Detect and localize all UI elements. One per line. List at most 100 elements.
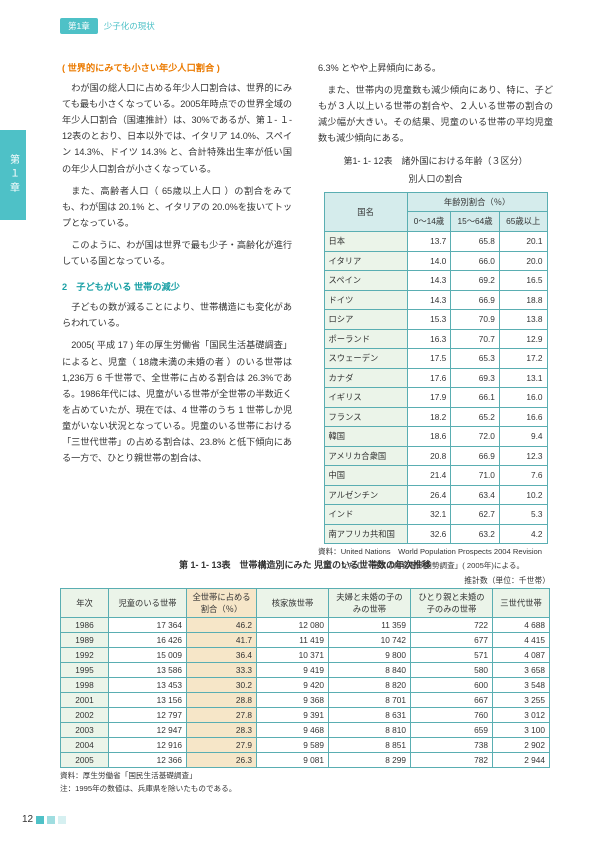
t1-cell: 63.4 <box>451 485 500 505</box>
table-1: 国名 年齢別割合（％） 0～14歳 15～64歳 65歳以上 日本13.765.… <box>324 192 548 544</box>
t2-cell: 12 366 <box>109 753 187 768</box>
t2-cell: 16 426 <box>109 633 187 648</box>
table-row: 200113 15628.89 3688 7016673 255 <box>61 693 550 708</box>
t2-year: 2005 <box>61 753 109 768</box>
t2-cell-pct: 27.9 <box>187 738 257 753</box>
t1-country: ロシア <box>324 310 407 330</box>
t1-cell: 65.2 <box>451 407 500 427</box>
t2-cell-pct: 46.2 <box>187 618 257 633</box>
table-row: 198617 36446.212 08011 3597224 688 <box>61 618 550 633</box>
table-row: 日本13.765.820.1 <box>324 232 547 252</box>
t1-cell: 13.8 <box>499 310 547 330</box>
t2-cell: 4 087 <box>493 648 550 663</box>
t2-cell-pct: 28.3 <box>187 723 257 738</box>
table-row: 200512 36626.39 0818 2997822 944 <box>61 753 550 768</box>
table-row: スペイン14.369.216.5 <box>324 271 547 291</box>
t1-country: スウェーデン <box>324 349 407 369</box>
deco-sq-3 <box>58 816 66 824</box>
t1-cell: 70.9 <box>451 310 500 330</box>
t2-cell: 2 944 <box>493 753 550 768</box>
t1-cell: 32.6 <box>407 524 451 544</box>
t1-country: ドイツ <box>324 290 407 310</box>
t1-country: スペイン <box>324 271 407 291</box>
t2-h6: ひとり親と未婚の子のみの世帯 <box>411 589 493 618</box>
t2-cell: 760 <box>411 708 493 723</box>
t2-year: 1986 <box>61 618 109 633</box>
t1-head-age: 年齢別割合（％） <box>407 192 547 212</box>
t2-cell: 722 <box>411 618 493 633</box>
table1-caption-1: 第1- 1- 12表 諸外国における年齢（３区分） <box>318 154 553 170</box>
table-row: カナダ17.669.313.1 <box>324 368 547 388</box>
t1-cell: 17.5 <box>407 349 451 369</box>
table-row: 199215 00936.410 3719 8005714 087 <box>61 648 550 663</box>
t2-cell: 2 902 <box>493 738 550 753</box>
table-row: 韓国18.672.09.4 <box>324 427 547 447</box>
t1-cell: 69.2 <box>451 271 500 291</box>
t1-cell: 12.3 <box>499 446 547 466</box>
t2-cell: 8 299 <box>329 753 411 768</box>
t1-cell: 18.8 <box>499 290 547 310</box>
t1-cell: 70.7 <box>451 329 500 349</box>
t2-cell: 10 742 <box>329 633 411 648</box>
t2-year: 1992 <box>61 648 109 663</box>
t1-cell: 65.8 <box>451 232 500 252</box>
t2-cell: 9 468 <box>257 723 329 738</box>
t2-cell: 9 368 <box>257 693 329 708</box>
t1-cell: 65.3 <box>451 349 500 369</box>
t2-cell: 17 364 <box>109 618 187 633</box>
t1-head-country: 国名 <box>324 192 407 231</box>
t2-cell: 8 810 <box>329 723 411 738</box>
t1-cell: 5.3 <box>499 505 547 525</box>
table-row: 199513 58633.39 4198 8405803 658 <box>61 663 550 678</box>
t1-country: インド <box>324 505 407 525</box>
t2-year: 2002 <box>61 708 109 723</box>
t1-country: 日本 <box>324 232 407 252</box>
t1-cell: 16.0 <box>499 388 547 408</box>
table-row: 中国21.471.07.6 <box>324 466 547 486</box>
t1-cell: 17.2 <box>499 349 547 369</box>
t2-cell-pct: 33.3 <box>187 663 257 678</box>
t2-cell: 8 840 <box>329 663 411 678</box>
t2-cell: 11 419 <box>257 633 329 648</box>
t2-h1: 年次 <box>61 589 109 618</box>
t1-cell: 18.2 <box>407 407 451 427</box>
t2-cell: 659 <box>411 723 493 738</box>
t2-h5: 夫婦と未婚の子のみの世帯 <box>329 589 411 618</box>
t1-cell: 16.5 <box>499 271 547 291</box>
t2-cell: 9 419 <box>257 663 329 678</box>
t2-cell: 12 080 <box>257 618 329 633</box>
t2-cell: 9 420 <box>257 678 329 693</box>
table-row: 198916 42641.711 41910 7426774 415 <box>61 633 550 648</box>
t2-cell: 13 586 <box>109 663 187 678</box>
t1-country: 韓国 <box>324 427 407 447</box>
t2-cell: 8 851 <box>329 738 411 753</box>
t2-cell: 11 359 <box>329 618 411 633</box>
table-row: 200212 79727.89 3918 6317603 012 <box>61 708 550 723</box>
page-number: 12 <box>22 814 66 825</box>
table-2: 年次 児童のいる世帯 全世帯に占める割合（％） 核家族世帯 夫婦と未婚の子のみの… <box>60 588 550 768</box>
t1-cell: 17.9 <box>407 388 451 408</box>
table-row: ポーランド16.370.712.9 <box>324 329 547 349</box>
t2-cell: 13 453 <box>109 678 187 693</box>
t1-cell: 15.3 <box>407 310 451 330</box>
t1-country: アルゼンチン <box>324 485 407 505</box>
para-l4: 子どもの数が減ることにより、世帯構造にも変化があらわれている。 <box>62 299 292 331</box>
t1-cell: 9.4 <box>499 427 547 447</box>
table-row: アルゼンチン26.463.410.2 <box>324 485 547 505</box>
t1-cell: 13.1 <box>499 368 547 388</box>
table-row: 200412 91627.99 5898 8517382 902 <box>61 738 550 753</box>
t1-cell: 14.0 <box>407 251 451 271</box>
table2-unit: 推計数（単位：千世帯） <box>60 575 550 586</box>
t2-year: 1995 <box>61 663 109 678</box>
table-row: フランス18.265.216.6 <box>324 407 547 427</box>
t2-cell: 9 800 <box>329 648 411 663</box>
t1-cell: 66.9 <box>451 446 500 466</box>
t1-country: 南アフリカ共和国 <box>324 524 407 544</box>
t1-cell: 18.6 <box>407 427 451 447</box>
t2-cell: 8 631 <box>329 708 411 723</box>
t2-cell: 4 688 <box>493 618 550 633</box>
subhead-2: 2 子どもがいる 世帯の減少 <box>62 279 292 295</box>
t2-year: 1998 <box>61 678 109 693</box>
side-tab: 第１章 <box>0 130 26 220</box>
t1-country: アメリカ合衆国 <box>324 446 407 466</box>
